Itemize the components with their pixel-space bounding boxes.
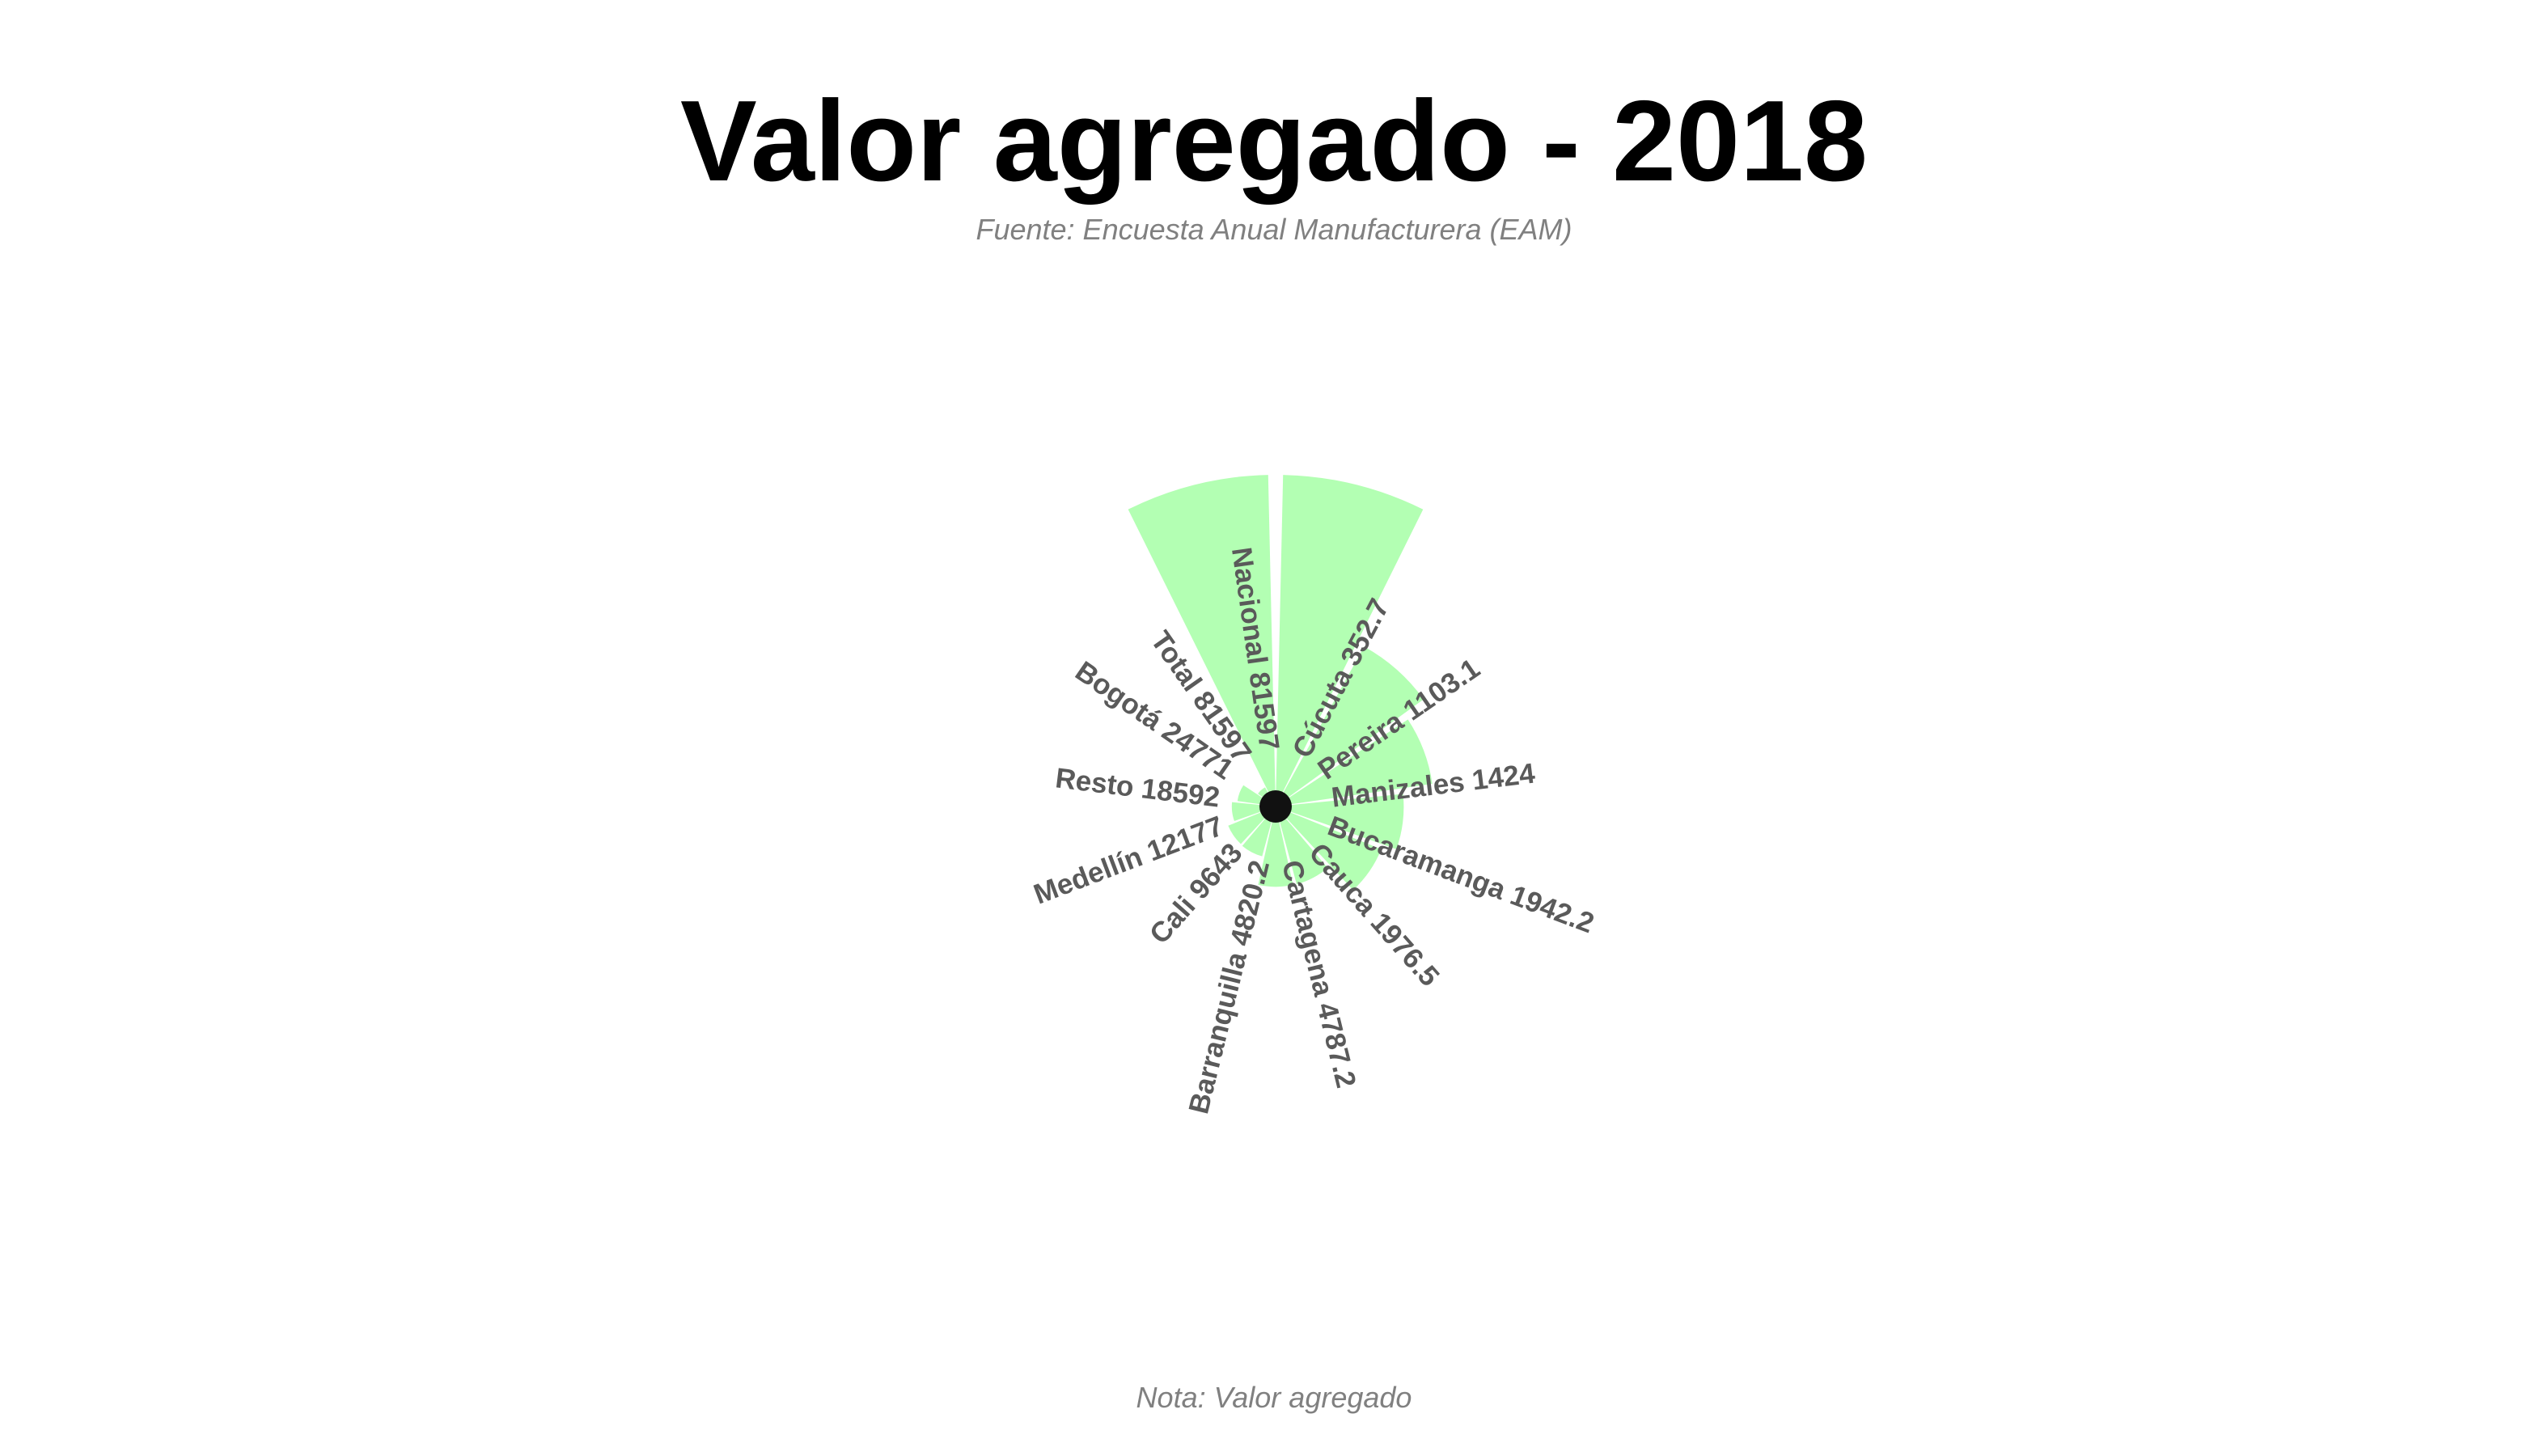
bar-barranquilla [1276, 806, 1328, 885]
chart-caption: Nota: Valor agregado [1136, 1381, 1412, 1414]
bar-bogot- [1276, 646, 1424, 806]
bar-medell-n [1276, 794, 1404, 849]
bar-cali [1276, 806, 1382, 891]
bar-total [1276, 475, 1424, 806]
bar-nacional [1128, 475, 1276, 806]
bar-cartagena [1258, 806, 1293, 887]
chart-title: Valor agregado - 2018 [680, 77, 1868, 205]
chart-subtitle: Fuente: Encuesta Anual Manufacturera (EA… [976, 213, 1572, 246]
bar-resto [1276, 719, 1433, 806]
bars-layer [1128, 475, 1433, 891]
bar-label-resto: Resto 18592 [1054, 762, 1222, 813]
center-dot [1259, 790, 1292, 823]
